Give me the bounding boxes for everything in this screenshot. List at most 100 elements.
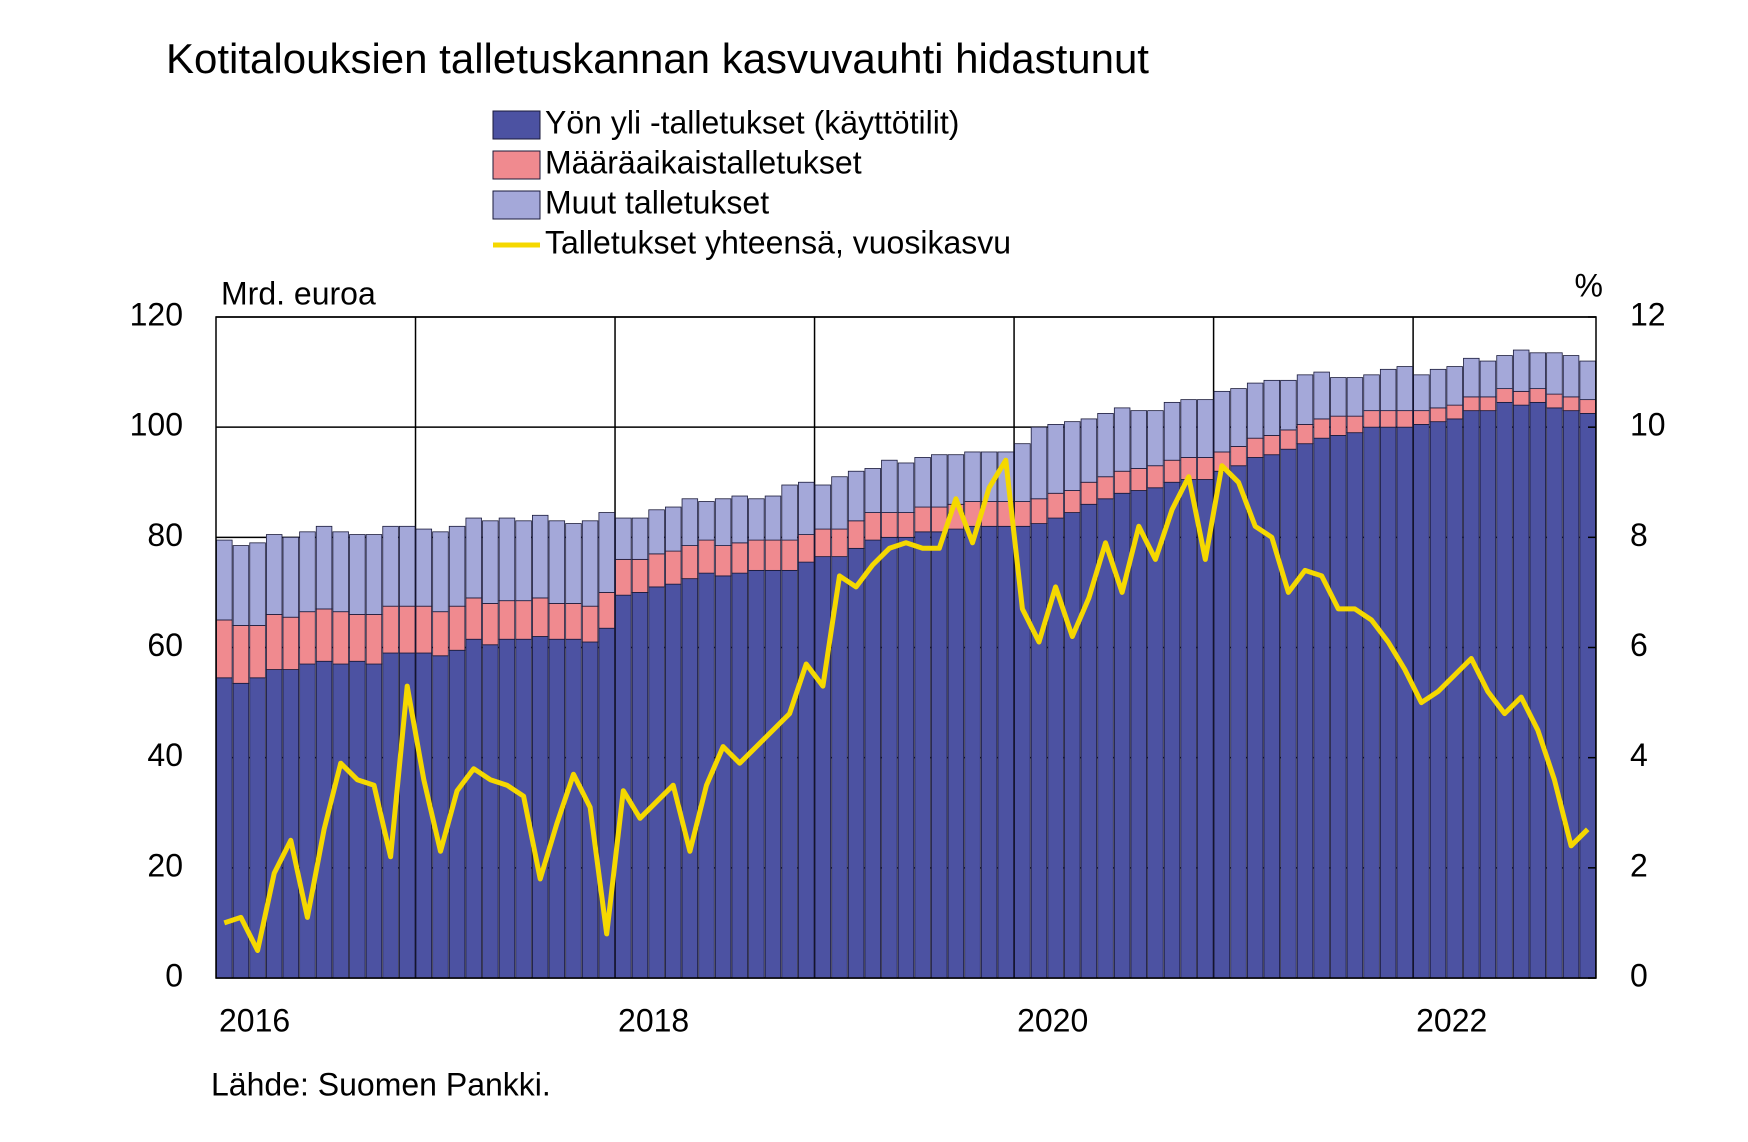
bar-segment [764, 495, 782, 541]
bar-segment [365, 534, 383, 615]
y-tick-label: 40 [147, 737, 183, 773]
bar-segment [216, 677, 233, 979]
bar-segment [1263, 435, 1280, 456]
bar-segment [1313, 371, 1330, 420]
bar-segment [1163, 459, 1181, 483]
bar-segment [1064, 421, 1081, 491]
bar-segment [265, 534, 283, 615]
bar-segment [1396, 366, 1414, 412]
bar-segment [1346, 415, 1364, 434]
bar-segment [615, 517, 632, 560]
bar-segment [1246, 457, 1264, 979]
bar-segment [681, 578, 699, 979]
bar-segment [1512, 390, 1530, 406]
bar-segment [1463, 410, 1480, 979]
bar-segment [1562, 396, 1580, 412]
bar-segment [1097, 498, 1114, 979]
bar-segment [432, 531, 449, 613]
bar-segment [1579, 360, 1596, 401]
bar-segment [1130, 490, 1147, 979]
bar-segment [831, 476, 848, 530]
plot-frame [215, 316, 1597, 979]
frame [215, 316, 1597, 979]
bar-segment [349, 660, 366, 979]
bar-segment [265, 614, 283, 670]
bar-segment [532, 597, 549, 637]
y-axis-label: Mrd. euroa [221, 275, 376, 311]
bar-segment [1546, 407, 1563, 979]
bar-segment [1230, 465, 1247, 979]
y-tick-label: 120 [130, 296, 183, 332]
bar-segment [398, 525, 416, 607]
bar-segment [864, 539, 881, 979]
bar-segment [1562, 410, 1580, 979]
bar-segment [1529, 388, 1547, 403]
bar-segment [482, 603, 499, 646]
bar-segment [1230, 446, 1247, 467]
bar-segment [897, 512, 915, 538]
bar-segment [931, 531, 948, 979]
bar-segment [1296, 424, 1314, 445]
bar-segment [448, 605, 466, 651]
lines [223, 457, 1590, 953]
bar-segment [1313, 418, 1330, 439]
bar-segment [1296, 443, 1314, 979]
legend-label: Määräaikaistalletukset [545, 144, 862, 180]
bar-segment [482, 644, 499, 979]
chart-title: Kotitalouksien talletuskannan kasvuvauht… [166, 35, 1149, 82]
bar-segment [1446, 366, 1463, 406]
bar-segment [1163, 401, 1181, 461]
bar-segment [1246, 437, 1264, 458]
bar-segment [798, 561, 815, 979]
bar-segment [1030, 498, 1048, 524]
bar-segment [1413, 374, 1430, 412]
bar-segment [1330, 377, 1347, 417]
y-tick-label: 60 [147, 627, 183, 663]
legend-swatch [492, 150, 541, 180]
bar-segment [1496, 401, 1513, 979]
bar-segment [465, 638, 482, 979]
bar-segment [881, 512, 898, 538]
bar-segment [665, 506, 682, 552]
bar-segment [1280, 448, 1297, 979]
bar-segment [665, 583, 682, 979]
bar-segment [1396, 410, 1414, 428]
bar-segment [1047, 424, 1064, 494]
y2-tick-label: 4 [1630, 737, 1648, 773]
bar-segment [914, 506, 931, 533]
bar-segment [831, 528, 848, 558]
bar-segment [665, 550, 682, 585]
bar-segment [482, 520, 499, 604]
bar-segment [1213, 470, 1231, 979]
bar-segment [897, 462, 915, 513]
bar-segment [532, 514, 549, 599]
bar-segment [1363, 410, 1380, 428]
bar-segment [1463, 396, 1480, 412]
bar-segment [731, 542, 748, 574]
bar-segment [349, 534, 366, 615]
bar-segment [648, 509, 665, 555]
y-tick-label: 20 [147, 847, 183, 883]
bar-segment [1496, 388, 1513, 403]
bar-segment [1230, 388, 1247, 447]
bar-segment [498, 517, 516, 602]
bar-segment [897, 536, 915, 979]
bar-segment [398, 605, 416, 654]
bar-segment [1180, 479, 1197, 979]
legend-label: Talletukset yhteensä, vuosikasvu [545, 224, 1011, 260]
bar-segment [714, 545, 732, 577]
bar-segment [299, 663, 316, 979]
bar-segment [349, 614, 366, 662]
bar-segment [315, 525, 333, 610]
bar-segment [631, 592, 649, 979]
bar-segment [1113, 470, 1131, 494]
bar-segment [216, 619, 233, 679]
bar-segment [216, 539, 233, 621]
bar-segment [814, 556, 832, 979]
bar-segment [1579, 412, 1596, 979]
bar-segment [1030, 426, 1048, 500]
bar-segment [1579, 399, 1596, 414]
y2-tick-label: 12 [1630, 296, 1666, 332]
bar-segment [581, 520, 599, 607]
